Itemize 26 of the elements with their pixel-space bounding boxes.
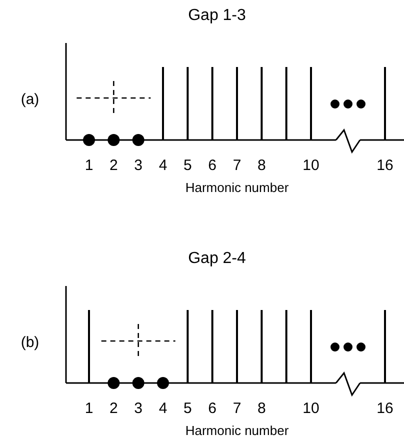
text: (a)	[20, 91, 40, 108]
x-tick-label: 5	[183, 157, 192, 174]
x-tick-label: 2	[109, 157, 118, 174]
x-tick-label: 1	[84, 157, 94, 174]
x-tick-label: 4	[158, 157, 168, 174]
x-tick-label: 16	[376, 400, 394, 417]
x-axis-title: Harmonic number	[185, 180, 290, 195]
x-tick-label: 6	[208, 157, 217, 174]
x-tick-label: 1	[84, 400, 94, 417]
chart-title: Gap 2-4	[188, 250, 246, 267]
x-tick-label: 5	[183, 400, 192, 417]
x-tick-label: 7	[232, 400, 242, 417]
x-tick-label: 8	[257, 400, 266, 417]
x-axis-title: Harmonic number	[185, 423, 290, 438]
x-tick-label: 10	[302, 400, 320, 417]
chart-title: Gap 1-3	[188, 7, 246, 24]
x-tick-label: 10	[302, 157, 320, 174]
x-tick-label: 16	[376, 157, 394, 174]
x-tick-label: 4	[158, 400, 168, 417]
x-tick-label: 3	[134, 400, 143, 417]
x-tick-label: 3	[134, 157, 143, 174]
x-tick-label: 2	[109, 400, 118, 417]
x-tick-label: 8	[257, 157, 266, 174]
text: (b)	[20, 334, 40, 351]
x-tick-label: 6	[208, 400, 217, 417]
x-tick-label: 7	[232, 157, 242, 174]
